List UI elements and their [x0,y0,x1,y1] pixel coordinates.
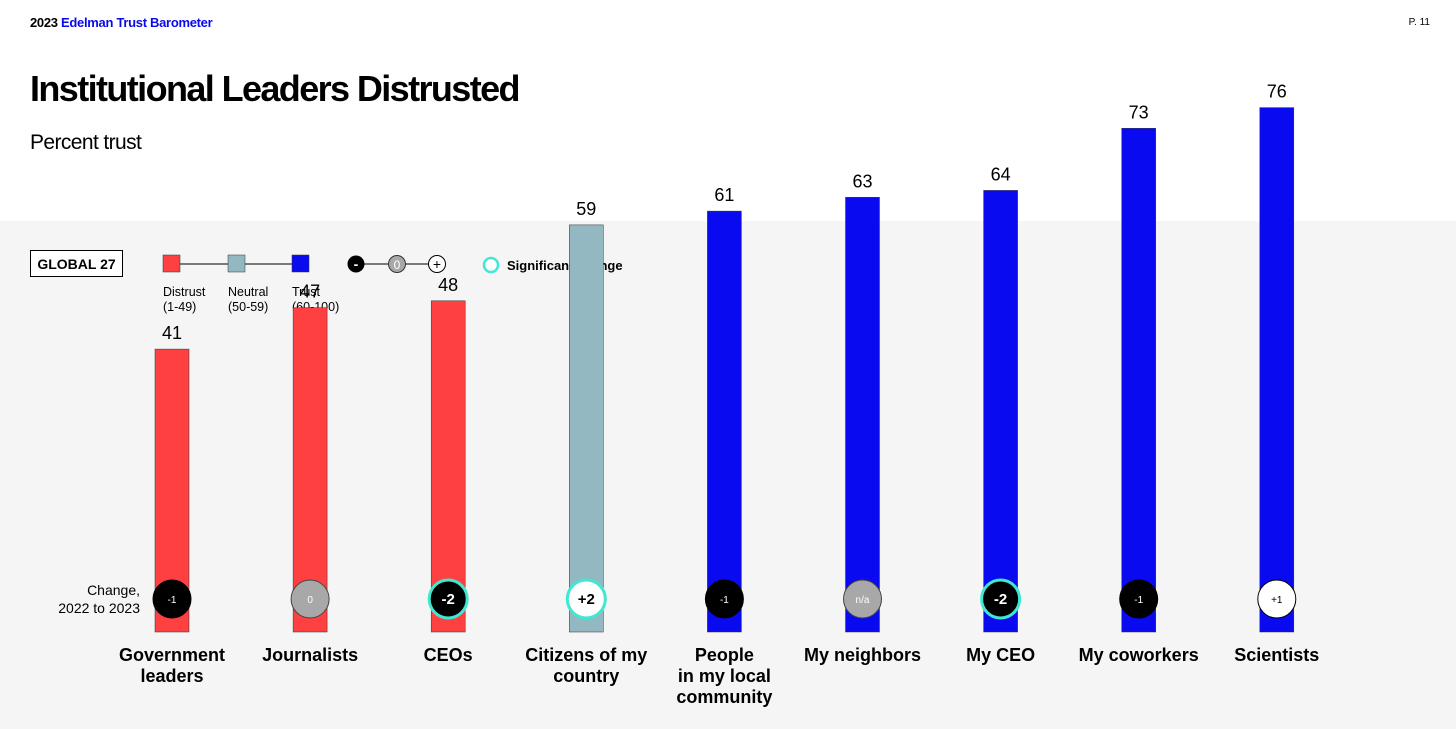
legend-minus-circle [347,255,365,273]
report-year: 2023 [30,15,58,30]
bar [845,197,880,633]
change-circle [427,578,469,620]
change-circle [1119,579,1159,619]
bar-value-label: 47 [300,282,320,302]
page-title: Institutional Leaders Distrusted [30,68,520,109]
category-label: My neighbors [803,645,921,665]
category-label: Government leaders [118,645,226,686]
change-value: 0 [307,595,313,606]
change-circle [565,578,607,620]
legend-plus-circle [428,255,446,273]
change-value: -1 [1134,595,1143,606]
legend-distrust-range: (1-49) [163,300,197,314]
change-value: -1 [720,595,729,606]
change-circle [843,579,882,619]
category-label: My coworkers [1078,645,1199,665]
legend-distrust-swatch [162,254,181,273]
category-label: CEOs [423,645,473,665]
bar [707,210,742,633]
change-circle [980,578,1022,620]
bar-value-label: 76 [1267,82,1287,102]
change-value: n/a [856,595,870,606]
global-badge: GLOBAL 27 [30,250,123,277]
change-value: +1 [1271,595,1283,606]
bar-value-label: 61 [714,185,734,205]
bars-group: 41 -1 47 0 48 -2 59 +2 61 -1 63 n/a 64 -2 73 -1 76 +1 [152,82,1297,633]
legend-plus-symbol: + [433,256,441,272]
report-brand: Edelman Trust Barometer [61,15,213,30]
change-value: -2 [994,591,1007,608]
legend-neutral: Neutral (50-59) [228,285,268,315]
page-number: P. 11 [1408,17,1430,28]
legend-neutral-label: Neutral [228,285,269,299]
legend-significant-circle [482,256,500,274]
change-circle [290,579,330,619]
bar-value-label: 41 [162,323,182,343]
report-title: 2023 Edelman Trust Barometer [30,15,213,30]
legend-zero-symbol: 0 [394,258,401,272]
legend-minus-symbol: - [354,256,359,272]
category-label: Scientists [1234,645,1320,665]
legend-distrust: Distrust (1-49) [163,285,205,315]
legend-neutral-swatch [227,254,246,273]
category-label: My CEO [966,645,1036,665]
change-value: -1 [168,595,177,606]
page-subtitle: Percent trust [30,131,142,154]
change-circle [1257,579,1297,619]
category-label: People in my local community [676,645,773,707]
bar-value-label: 59 [576,199,596,219]
bar [569,224,604,633]
change-axis-label: Change, 2022 to 2023 [58,582,140,616]
bar-value-label: 63 [852,171,872,191]
category-label: Journalists [262,645,359,665]
change-circle [704,579,744,619]
change-circle [152,579,192,619]
category-label: Citizens of my country [525,645,648,686]
legend-trust-swatch [291,254,310,273]
change-value: +2 [578,591,595,608]
bar [1121,128,1156,633]
legend-zero-circle [388,255,406,273]
bar [430,300,466,633]
bar [292,307,328,633]
bar [983,190,1018,633]
legend-trust-label: Trust [292,285,321,299]
bar-value-label: 64 [991,164,1011,184]
bar-value-label: 73 [1129,102,1149,122]
bar [1259,107,1295,633]
change-value: -2 [442,591,455,608]
legend-neutral-range: (50-59) [228,300,269,314]
bar-value-label: 48 [438,275,458,295]
legend-distrust-label: Distrust [163,285,206,299]
